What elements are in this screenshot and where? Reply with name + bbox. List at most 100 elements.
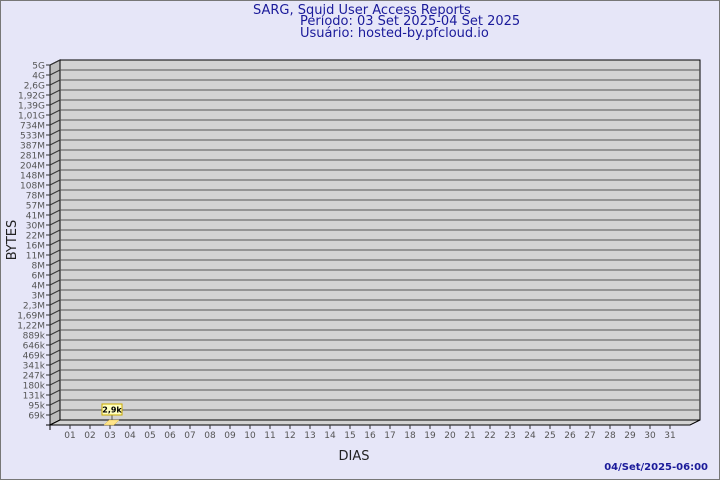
y-tick-label: 16M xyxy=(26,242,45,252)
y-tick-label: 57M xyxy=(26,202,45,212)
gridline-side xyxy=(49,199,61,206)
data-bar xyxy=(103,419,120,426)
gridline-side xyxy=(49,259,61,266)
x-tick-label: 05 xyxy=(144,431,155,441)
gridline-side xyxy=(49,389,61,396)
gridline-side xyxy=(49,59,61,66)
floor xyxy=(49,419,701,426)
x-axis-label: DIAS xyxy=(339,449,370,464)
gridline-side xyxy=(49,119,61,126)
gridline-side xyxy=(49,149,61,156)
gridline-side xyxy=(49,89,61,96)
x-tick-label: 03 xyxy=(104,431,115,441)
gridline-side xyxy=(49,329,61,336)
y-tick-label: 4G xyxy=(32,72,45,82)
y-tick-label: 8M xyxy=(32,262,46,272)
x-tick-label: 09 xyxy=(224,431,236,441)
data-label: 2,9k xyxy=(102,406,122,415)
y-tick-label: 95k xyxy=(28,402,45,412)
x-tick-label: 12 xyxy=(284,431,295,441)
y-tick-label: 646k xyxy=(23,342,46,352)
chart-subtitle-period: Período: 03 Set 2025-04 Set 2025 xyxy=(300,14,521,29)
x-tick-label: 17 xyxy=(384,431,395,441)
y-axis-label: BYTES xyxy=(5,220,20,261)
x-tick-label: 30 xyxy=(644,431,656,441)
gridline-side xyxy=(49,229,61,236)
gridline-side xyxy=(49,99,61,106)
gridline-side xyxy=(49,279,61,286)
x-tick-label: 11 xyxy=(264,431,275,441)
x-tick-label: 29 xyxy=(624,431,636,441)
y-tick-label: 11M xyxy=(26,252,45,262)
x-tick-label: 06 xyxy=(164,431,176,441)
y-tick-label: 78M xyxy=(26,192,45,202)
x-tick-label: 15 xyxy=(344,431,355,441)
x-tick-label: 01 xyxy=(64,431,75,441)
y-tick-label: 108M xyxy=(20,182,45,192)
y-tick-label: 131k xyxy=(23,392,46,402)
y-tick-label: 4M xyxy=(32,282,46,292)
gridline-side xyxy=(49,109,61,116)
x-tick-label: 28 xyxy=(604,431,616,441)
y-tick-label: 2,3M xyxy=(23,302,45,312)
gridline-side xyxy=(49,349,61,356)
x-tick-label: 07 xyxy=(184,431,195,441)
gridline-side xyxy=(49,339,61,346)
y-tick-label: 1,39G xyxy=(18,102,45,112)
y-tick-label: 1,22M xyxy=(17,322,45,332)
x-tick-label: 24 xyxy=(524,431,536,441)
gridline-side xyxy=(49,299,61,306)
y-tick-label: 3M xyxy=(32,292,46,302)
chart-subtitle-user: Usuário: hosted-by.pfcloud.io xyxy=(300,26,489,41)
gridline-side xyxy=(49,399,61,406)
gridline-side xyxy=(49,159,61,166)
gridline-side xyxy=(49,319,61,326)
gridline-side xyxy=(49,219,61,226)
gridline-side xyxy=(49,179,61,186)
chart-title: SARG, Squid User Access Reports xyxy=(253,3,471,18)
x-tick-label: 10 xyxy=(244,431,256,441)
x-tick-label: 16 xyxy=(364,431,376,441)
gridline-side xyxy=(49,309,61,316)
y-tick-label: 180k xyxy=(23,382,46,392)
y-tick-label: 889k xyxy=(23,332,46,342)
y-tick-label: 734M xyxy=(20,122,45,132)
y-tick-label: 341k xyxy=(23,362,46,372)
x-tick-label: 18 xyxy=(404,431,416,441)
gridline-side xyxy=(49,169,61,176)
gridline-side xyxy=(49,409,61,416)
x-tick-label: 14 xyxy=(324,431,336,441)
y-tick-label: 148M xyxy=(20,172,45,182)
gridline-side xyxy=(49,379,61,386)
y-tick-label: 69k xyxy=(28,412,45,422)
gridline-side xyxy=(49,69,61,76)
x-tick-label: 26 xyxy=(564,431,576,441)
y-tick-label: 533M xyxy=(20,132,45,142)
x-tick-label: 04 xyxy=(124,431,136,441)
y-tick-label: 204M xyxy=(20,162,45,172)
y-tick-label: 22M xyxy=(26,232,45,242)
y-tick-label: 41M xyxy=(26,212,45,222)
x-tick-label: 20 xyxy=(444,431,456,441)
footer-timestamp: 04/Set/2025-06:00 xyxy=(604,462,708,473)
gridline-side xyxy=(49,359,61,366)
gridline-side xyxy=(49,189,61,196)
gridline-side xyxy=(49,79,61,86)
y-tick-label: 247k xyxy=(23,372,46,382)
y-tick-label: 281M xyxy=(20,152,45,162)
y-tick-label: 5G xyxy=(32,62,45,72)
gridline-side xyxy=(49,249,61,256)
x-tick-label: 23 xyxy=(504,431,515,441)
x-tick-label: 21 xyxy=(464,431,475,441)
x-tick-label: 31 xyxy=(664,431,675,441)
x-tick-label: 22 xyxy=(484,431,495,441)
y-tick-label: 387M xyxy=(20,142,45,152)
x-tick-label: 02 xyxy=(84,431,95,441)
y-tick-label: 469k xyxy=(23,352,46,362)
y-tick-label: 1,01G xyxy=(18,112,45,122)
gridline-side xyxy=(49,139,61,146)
x-tick-label: 13 xyxy=(304,431,315,441)
gridline-side xyxy=(49,129,61,136)
gridline-side xyxy=(49,209,61,216)
